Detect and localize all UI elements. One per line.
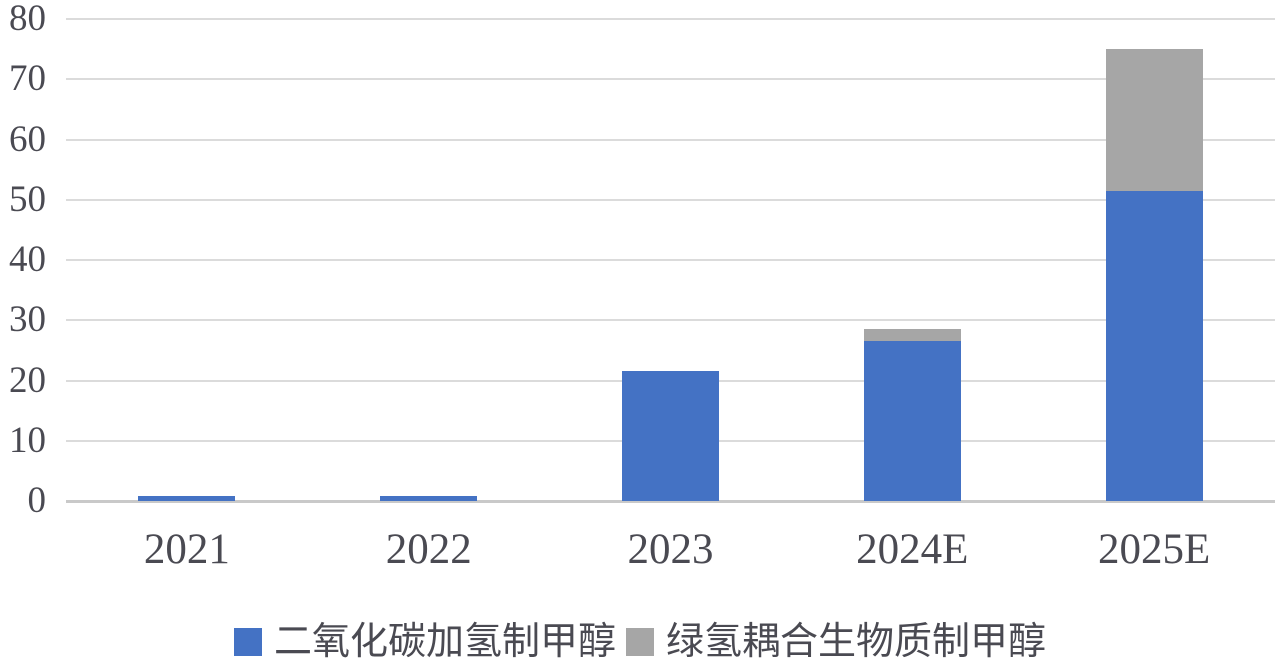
x-axis-tick-label-2024E: 2024E — [856, 526, 969, 573]
legend-item-1: 绿氢耦合生物质制甲醇 — [626, 620, 1046, 664]
bar-segment-2025E — [1105, 190, 1203, 501]
x-axis-tick-label-2023: 2023 — [627, 526, 714, 573]
y-axis-tick-label-40: 40 — [9, 239, 46, 280]
y-axis-tick-label-50: 50 — [9, 178, 46, 220]
bar-segment-2024E — [863, 341, 961, 501]
x-axis-tick-label-2021: 2021 — [143, 526, 230, 573]
y-axis-tick-label-20: 20 — [9, 359, 46, 401]
gridline-y-70 — [66, 78, 1275, 81]
gridline-y-30 — [66, 319, 1275, 322]
y-axis-tick-label-60: 60 — [9, 118, 46, 160]
gridline-y-80 — [66, 18, 1275, 20]
bar-segment-2024E — [863, 329, 961, 342]
y-axis-tick-label-10: 10 — [9, 419, 46, 461]
bar-segment-2022 — [380, 496, 478, 501]
gridline-y-50 — [66, 198, 1275, 201]
y-axis-tick-label-70: 70 — [9, 58, 46, 100]
gridline-y-60 — [66, 138, 1275, 141]
y-axis-tick-label-30: 30 — [9, 299, 46, 341]
legend-item-0: 二氧化碳加氢制甲醇 — [233, 620, 616, 664]
x-axis-tick-label-2025E: 2025E — [1097, 526, 1211, 573]
legend-label: 绿氢耦合生物质制甲醇 — [666, 621, 1047, 663]
bar-segment-2021 — [138, 496, 236, 501]
y-axis-tick-label-80: 80 — [9, 0, 46, 39]
legend-label: 二氧化碳加氢制甲醇 — [273, 621, 616, 663]
bar-segment-2025E — [1105, 49, 1203, 191]
y-axis-tick-label-0: 0 — [27, 480, 47, 521]
legend-swatch-icon — [626, 628, 654, 656]
legend: 二氧化碳加氢制甲醇 绿氢耦合生物质制甲醇 — [0, 620, 1280, 664]
legend-swatch-icon — [233, 628, 262, 656]
x-axis-line — [66, 500, 1275, 503]
x-axis-tick-label-2022: 2022 — [385, 526, 472, 573]
bar-segment-2023 — [622, 371, 719, 501]
gridline-y-40 — [66, 259, 1275, 261]
